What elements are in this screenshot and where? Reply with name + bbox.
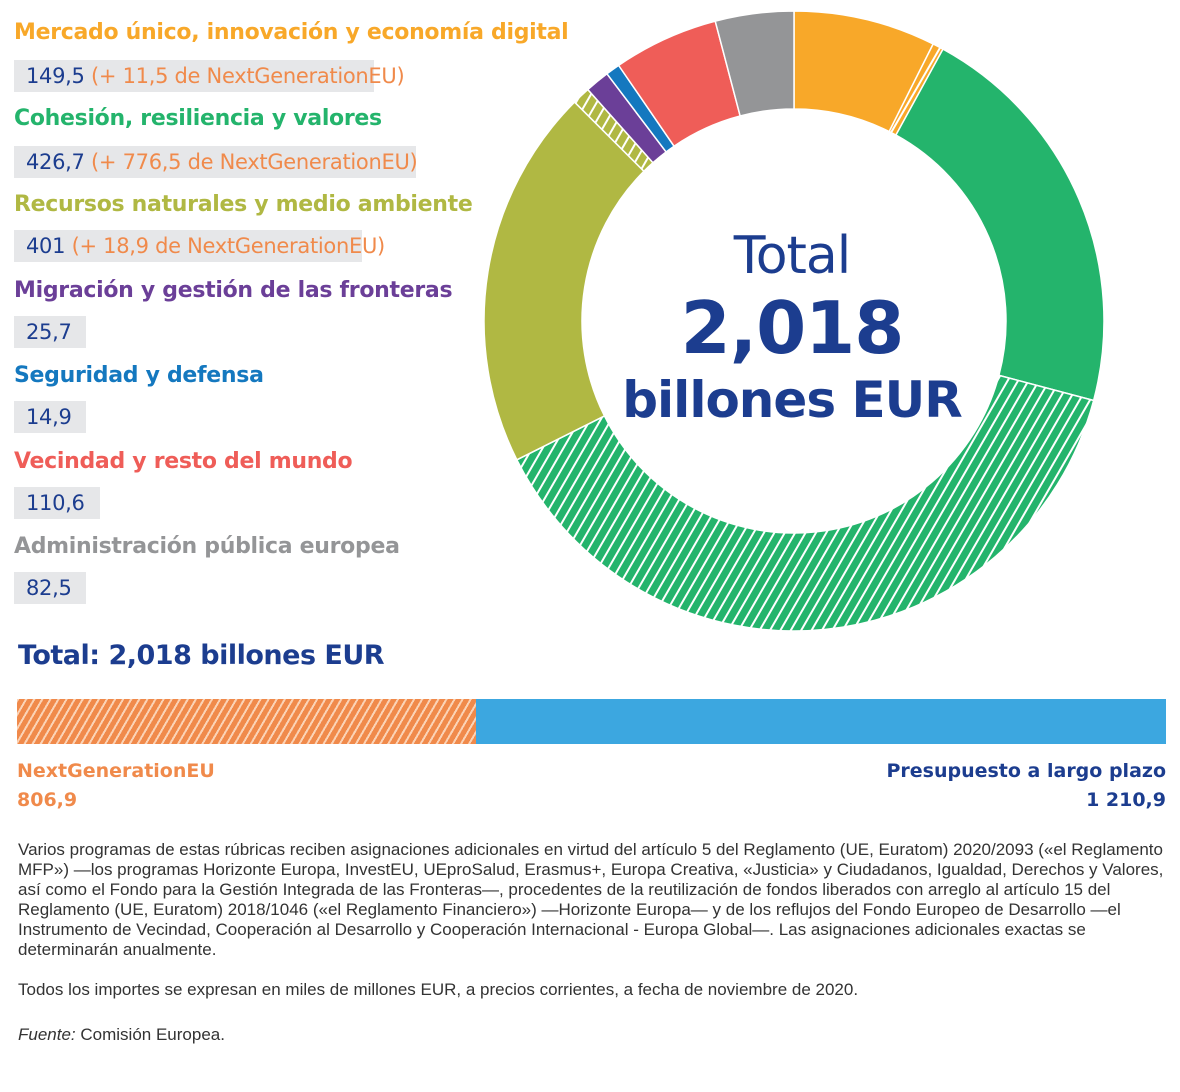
legend-value-box: 25,7 — [14, 316, 86, 348]
legend-value-box: 401 (+ 18,9 de NextGenerationEU) — [14, 230, 385, 262]
donut-slice-ngeu-1 — [515, 374, 1095, 632]
bar-segment-ngeu — [17, 699, 476, 744]
legend-value: 401 — [26, 234, 66, 258]
legend-value: 82,5 — [26, 576, 72, 600]
long-term-budget-label: Presupuesto a largo plazo — [886, 760, 1166, 782]
legend-item-administracion: Administración pública europea 82,5 — [14, 534, 400, 604]
legend-value-box: 426,7 (+ 776,5 de NextGenerationEU) — [14, 146, 418, 178]
ngeu-label: NextGenerationEU — [17, 760, 215, 782]
legend-value-box: 110,6 — [14, 487, 100, 519]
legend-value: 149,5 — [26, 64, 85, 88]
ngeu-value: 806,9 — [17, 789, 78, 811]
footnote-paragraph: Varios programas de estas rúbricas recib… — [18, 840, 1164, 959]
legend-value-box: 149,5 (+ 11,5 de NextGenerationEU) — [14, 60, 405, 92]
legend-label: Vecindad y resto del mundo — [14, 449, 353, 474]
legend-item-recursos: Recursos naturales y medio ambiente 401 … — [14, 192, 473, 262]
legend-value: 25,7 — [26, 320, 72, 344]
legend-ngeu-extra: (+ 18,9 de NextGenerationEU) — [71, 234, 386, 258]
legend-value: 14,9 — [26, 405, 72, 429]
legend-ngeu-extra: (+ 11,5 de NextGenerationEU) — [91, 64, 405, 88]
donut-slice-2 — [483, 100, 645, 461]
legend-value: 110,6 — [26, 491, 85, 515]
source-label: Fuente: — [18, 1025, 76, 1044]
donut-center: Total 2,018 billones EUR — [592, 225, 992, 431]
donut-total-value: 2,018 — [680, 286, 905, 370]
legend-label: Migración y gestión de las fronteras — [14, 278, 453, 303]
legend-label: Cohesión, resiliencia y valores — [14, 106, 382, 131]
legend-label: Administración pública europea — [14, 534, 400, 559]
stacked-bar — [17, 699, 1166, 744]
donut-total-label: Total — [733, 226, 851, 286]
donut-chart — [483, 10, 1105, 632]
donut-total-unit: billones EUR — [622, 371, 963, 429]
bar-segment-long-term-budget — [476, 699, 1166, 744]
legend-value-box: 82,5 — [14, 572, 86, 604]
legend-item-vecindad: Vecindad y resto del mundo 110,6 — [14, 449, 353, 519]
stacked-bar-title: Total: 2,018 billones EUR — [18, 640, 385, 671]
legend-value: 426,7 — [26, 150, 85, 174]
source-text: Comisión Europea. — [75, 1025, 225, 1044]
legend-item-cohesion: Cohesión, resiliencia y valores 426,7 (+… — [14, 106, 418, 178]
footnote-source: Fuente: Comisión Europea. — [18, 1025, 1168, 1045]
donut-slice-6 — [714, 10, 795, 117]
long-term-budget-value: 1 210,9 — [1086, 789, 1166, 811]
legend-item-migracion: Migración y gestión de las fronteras 25,… — [14, 278, 453, 348]
legend-value-box: 14,9 — [14, 401, 86, 433]
donut-slice-1 — [894, 48, 1105, 402]
legend-ngeu-extra: (+ 776,5 de NextGenerationEU) — [91, 150, 418, 174]
legend-label: Mercado único, innovación y economía dig… — [14, 20, 569, 45]
donut-segments — [483, 10, 1105, 632]
legend-item-seguridad: Seguridad y defensa 14,9 — [14, 363, 264, 433]
footnotes: Varios programas de estas rúbricas recib… — [18, 840, 1168, 1045]
legend-item-mercado: Mercado único, innovación y economía dig… — [14, 20, 569, 92]
legend-label: Recursos naturales y medio ambiente — [14, 192, 473, 217]
legend-label: Seguridad y defensa — [14, 363, 264, 388]
footnote-amounts: Todos los importes se expresan en miles … — [18, 980, 859, 999]
